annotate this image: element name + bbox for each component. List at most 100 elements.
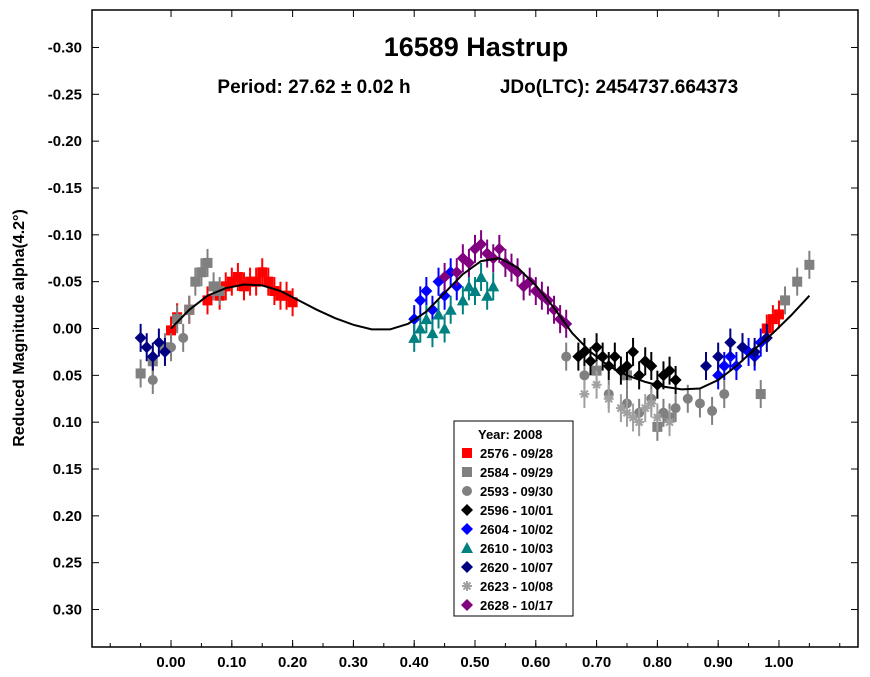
data-point [646,398,657,409]
data-point [432,308,445,320]
y-tick-label: -0.10 [48,227,82,244]
legend-label: 2610 - 10/03 [480,541,553,556]
data-point [670,403,681,414]
legend-label: 2620 - 10/07 [480,560,553,575]
y-tick-label: 0.25 [53,555,82,572]
y-tick-labels: -0.30 -0.25 -0.20 -0.15 -0.10 -0.05 0.00 0.05 0.… [48,39,82,618]
data-point [804,259,815,270]
data-point [275,290,286,301]
data-point [462,256,475,269]
data-point [590,341,603,354]
data-point [621,407,632,418]
x-tick-label: 0.10 [217,654,246,671]
data-point [202,257,213,268]
data-point [493,242,506,255]
data-point [584,355,597,368]
y-axis-label: Reduced Magnitude alpha(4.2°) [11,209,28,447]
data-point [420,285,433,298]
legend-entry: 2604 - 10/02 [461,522,553,537]
data-point [158,345,171,358]
data-point [627,345,640,358]
legend-label: 2623 - 10/08 [480,579,553,594]
legend-entry: 2576 - 09/28 [462,446,553,461]
data-point [724,336,737,349]
data-point [238,281,249,292]
data-point [748,345,761,358]
data-point [420,313,433,325]
fit-curve [170,257,811,391]
x-tick-label: 1.00 [764,654,793,671]
legend-entry: 2623 - 10/08 [462,579,553,594]
legend: Year: 2008 2576 - 09/28 2584 - 09/29 2593 … [453,420,574,617]
data-point [172,314,183,325]
chart-subtitle-period: Period: 27.62 ± 0.02 h [217,77,410,98]
y-tick-label: 0.20 [53,508,82,525]
legend-marker [461,599,473,611]
series-2596-10-01 [572,333,682,399]
data-point [707,405,718,416]
legend-box [453,420,574,617]
data-point [640,403,651,414]
data-point [444,303,457,315]
legend-entry: 2620 - 10/07 [461,560,553,575]
data-point [226,276,237,287]
data-point [579,389,590,400]
data-point [438,289,451,302]
legend-entries: 2576 - 09/28 2584 - 09/29 2593 - 09/30 2596… [461,446,553,613]
legend-title: Year: 2008 [478,427,542,442]
data-point [663,364,676,377]
x-tick-label: 0.70 [582,654,611,671]
y-tick-label: -0.05 [48,274,82,291]
data-point [712,350,725,363]
data-point [700,359,713,372]
y-tick-label: -0.30 [48,39,82,56]
y-tick-label: 0.00 [53,321,82,338]
data-point [736,341,749,354]
y-tick-label: -0.20 [48,133,82,150]
data-point [140,341,153,354]
x-tick-labels: 0.00 0.10 0.20 0.30 0.40 0.50 0.60 0.70 0.80 0.90… [156,654,793,671]
chart-subtitle-epoch: JDo(LTC): 2454737.664373 [500,77,738,98]
data-point [281,290,292,301]
data-point [475,270,488,282]
legend-marker [461,504,473,516]
legend-entry: 2584 - 09/29 [462,465,553,480]
data-point [615,403,626,414]
legend-entry: 2610 - 10/03 [461,541,553,556]
x-tick-label: 0.50 [460,654,489,671]
data-point [634,417,645,428]
series-2623-10-08 [579,370,675,437]
legend-marker [462,581,472,591]
legend-label: 2596 - 10/01 [480,503,553,518]
series-2610-10-03 [408,262,500,352]
data-point [561,351,572,362]
data-point [178,332,189,343]
data-point [257,267,268,278]
x-tick-label: 0.20 [278,654,307,671]
legend-entry: 2593 - 09/30 [462,484,553,499]
data-point [780,295,791,306]
data-point [652,412,663,423]
data-point [591,379,602,390]
x-tick-label: 0.60 [521,654,550,671]
y-tick-label: 0.30 [53,602,82,619]
data-point [620,359,633,372]
data-point [481,289,494,301]
data-point [414,322,427,334]
data-point [202,295,213,306]
data-point [669,374,682,387]
data-point [523,275,536,288]
data-point [481,247,494,260]
axis-ticks [92,10,858,647]
data-point [147,375,158,386]
legend-marker [461,561,473,573]
data-point [190,276,201,287]
data-point [146,350,159,363]
legend-marker [461,542,473,553]
legend-marker [462,486,472,496]
data-point [426,327,439,339]
data-point [456,294,469,306]
data-point [408,331,421,343]
x-tick-label: 0.40 [400,654,429,671]
data-point [773,309,784,320]
